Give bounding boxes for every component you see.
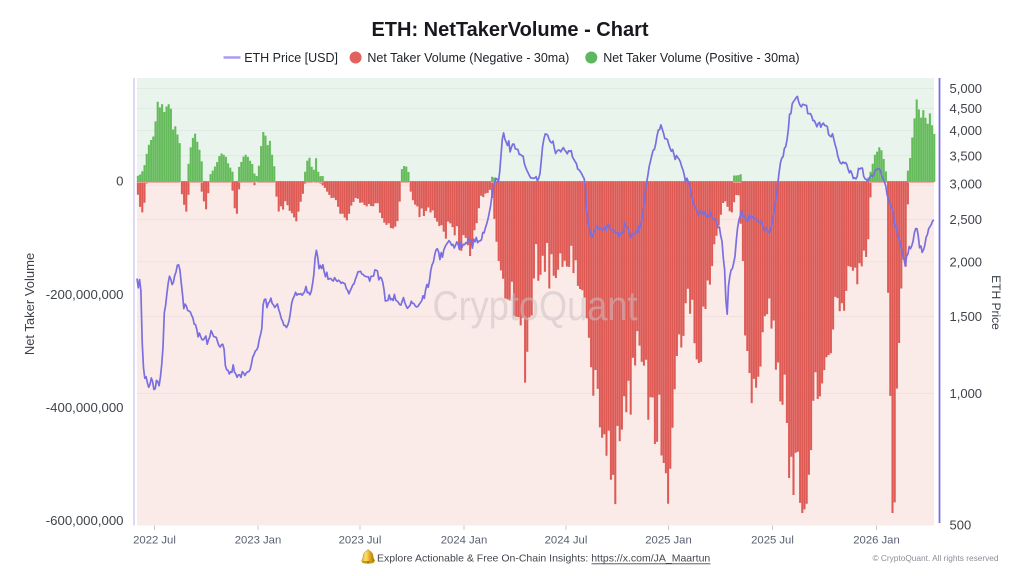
- svg-text:ETH: NetTakerVolume - Chart: ETH: NetTakerVolume - Chart: [371, 19, 648, 41]
- svg-text:5,000: 5,000: [950, 81, 983, 96]
- svg-text:2026 Jan: 2026 Jan: [853, 535, 899, 547]
- svg-text:2023 Jan: 2023 Jan: [235, 535, 281, 547]
- svg-text:2022 Jul: 2022 Jul: [133, 535, 176, 547]
- svg-text:2024 Jan: 2024 Jan: [441, 535, 487, 547]
- svg-text:Net Taker Volume: Net Taker Volume: [22, 253, 37, 355]
- svg-text:2,000: 2,000: [950, 254, 983, 269]
- svg-text:4,500: 4,500: [950, 101, 983, 116]
- svg-text:CryptoQuant: CryptoQuant: [433, 282, 638, 329]
- svg-text:-200,000,000: -200,000,000: [46, 287, 124, 302]
- svg-text:500: 500: [950, 518, 972, 533]
- svg-text:-600,000,000: -600,000,000: [46, 513, 124, 528]
- svg-text:0: 0: [116, 174, 123, 189]
- svg-text:3,500: 3,500: [950, 148, 983, 163]
- svg-text:Net Taker Volume (Negative - 3: Net Taker Volume (Negative - 30ma): [367, 51, 569, 65]
- svg-text:1,500: 1,500: [950, 309, 983, 324]
- svg-text:2025 Jul: 2025 Jul: [751, 535, 794, 547]
- svg-text:ETH Price [USD]: ETH Price [USD]: [244, 51, 338, 65]
- svg-text:2025 Jan: 2025 Jan: [645, 535, 691, 547]
- svg-text:Net Taker Volume (Positive - 3: Net Taker Volume (Positive - 30ma): [603, 51, 799, 65]
- svg-text:Explore Actionable & Free On-C: Explore Actionable & Free On-Chain Insig…: [377, 553, 710, 565]
- svg-text:4,000: 4,000: [950, 123, 983, 138]
- svg-text:3,000: 3,000: [950, 177, 983, 192]
- svg-text:-400,000,000: -400,000,000: [46, 400, 124, 415]
- svg-text:1,000: 1,000: [950, 386, 983, 401]
- svg-text:2023 Jul: 2023 Jul: [339, 535, 382, 547]
- svg-text:ETH Price: ETH Price: [989, 275, 1003, 330]
- svg-text:© CryptoQuant. All rights rese: © CryptoQuant. All rights reserved: [872, 553, 998, 563]
- svg-text:2,500: 2,500: [950, 212, 983, 227]
- svg-text:2024 Jul: 2024 Jul: [545, 535, 588, 547]
